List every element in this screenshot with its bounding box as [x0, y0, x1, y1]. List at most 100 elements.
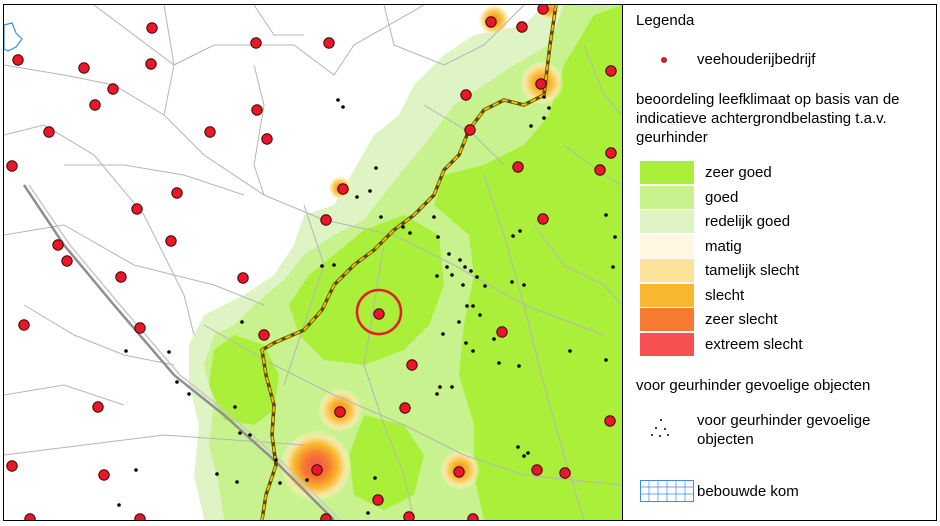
main-road: [22, 184, 335, 520]
sensitive-object-marker: [238, 431, 242, 435]
sensitive-object-marker: [542, 116, 546, 120]
farm-marker[interactable]: [24, 513, 36, 520]
sensitive-object-marker: [336, 98, 340, 102]
farm-marker[interactable]: [337, 183, 349, 195]
farm-marker[interactable]: [145, 58, 157, 70]
sensitive-object-marker: [604, 213, 608, 217]
legend-class-label: redelijk goed: [705, 213, 791, 230]
farms-layer: [6, 5, 617, 520]
farm-marker[interactable]: [535, 78, 547, 90]
legend-sensitive-label: voor geurhinder gevoelige objecten: [697, 412, 871, 448]
farm-marker[interactable]: [18, 319, 30, 331]
farm-marker[interactable]: [512, 161, 524, 173]
sensitive-object-marker: [438, 385, 442, 389]
farm-marker[interactable]: [406, 359, 418, 371]
sensitive-object-marker: [175, 380, 179, 384]
sensitive-object-marker: [471, 304, 475, 308]
farm-marker[interactable]: [12, 54, 24, 66]
sensitive-object-marker: [187, 392, 191, 396]
legend-class-label: tamelijk slecht: [705, 262, 800, 279]
sensitive-object-symbol-icon: [651, 419, 669, 437]
farm-marker[interactable]: [52, 239, 64, 251]
farm-marker[interactable]: [89, 99, 101, 111]
sensitive-object-marker: [568, 349, 572, 353]
farm-marker[interactable]: [61, 255, 73, 267]
sensitive-object-marker: [436, 235, 440, 239]
farm-marker[interactable]: [485, 16, 497, 28]
legend-swatch: [640, 332, 694, 356]
legend-panel: Legenda veehouderijbedrijf beoordeling l…: [623, 5, 936, 520]
farm-marker[interactable]: [6, 460, 18, 472]
farm-marker[interactable]: [320, 513, 332, 520]
legend-swatch: [640, 234, 694, 258]
sensitive-object-marker: [432, 215, 436, 219]
sensitive-object-marker: [374, 166, 378, 170]
sensitive-object-marker: [483, 284, 487, 288]
farm-marker[interactable]: [251, 104, 263, 116]
sensitive-object-marker: [274, 458, 278, 462]
farm-marker[interactable]: [604, 415, 616, 427]
farm-marker[interactable]: [372, 494, 384, 506]
farm-marker[interactable]: [92, 401, 104, 413]
farm-marker[interactable]: [258, 329, 270, 341]
farm-marker[interactable]: [403, 511, 415, 520]
farm-marker[interactable]: [559, 467, 571, 479]
farm-marker[interactable]: [78, 62, 90, 74]
farm-marker[interactable]: [537, 5, 549, 15]
farm-marker[interactable]: [98, 469, 110, 481]
legend-swatch: [640, 308, 694, 331]
farm-marker[interactable]: [204, 126, 216, 138]
legend-rating-heading: beoordeling leefklimaat op basis van de …: [636, 91, 900, 146]
legend-class-label: zeer goed: [705, 164, 772, 181]
farm-symbol-icon: [661, 57, 667, 63]
sensitive-object-marker: [401, 225, 405, 229]
sensitive-object-marker: [475, 275, 479, 279]
farm-marker[interactable]: [594, 164, 606, 176]
sensitive-object-marker: [117, 503, 121, 507]
farm-marker[interactable]: [373, 308, 385, 320]
farm-marker[interactable]: [496, 326, 508, 338]
farm-marker[interactable]: [165, 235, 177, 247]
farm-marker[interactable]: [467, 513, 479, 520]
sensitive-object-marker: [497, 361, 501, 365]
farm-marker[interactable]: [311, 464, 323, 476]
farm-marker[interactable]: [460, 89, 472, 101]
farm-marker[interactable]: [464, 124, 476, 136]
farm-marker[interactable]: [146, 22, 158, 34]
farm-marker[interactable]: [531, 464, 543, 476]
farm-marker[interactable]: [43, 126, 55, 138]
farm-marker[interactable]: [6, 160, 18, 172]
sensitive-object-marker: [526, 451, 530, 455]
sensitive-object-marker: [461, 283, 465, 287]
farm-marker[interactable]: [399, 402, 411, 414]
farm-marker[interactable]: [134, 513, 146, 520]
farm-marker[interactable]: [453, 466, 465, 478]
farm-marker[interactable]: [261, 133, 273, 145]
sensitive-object-marker: [445, 265, 449, 269]
farm-marker[interactable]: [320, 214, 332, 226]
legend-swatch: [640, 185, 694, 209]
farm-marker[interactable]: [537, 213, 549, 225]
farm-marker[interactable]: [134, 322, 146, 334]
sensitive-objects-layer: [117, 95, 617, 515]
map-panel[interactable]: [4, 5, 623, 520]
farm-marker[interactable]: [107, 83, 119, 95]
farm-marker[interactable]: [237, 272, 249, 284]
sensitive-object-marker: [450, 385, 454, 389]
sensitive-object-marker: [522, 283, 526, 287]
farm-marker[interactable]: [605, 65, 617, 77]
built-up-area: [4, 22, 23, 52]
farm-marker[interactable]: [334, 406, 346, 418]
farm-marker[interactable]: [115, 271, 127, 283]
sensitive-object-marker: [379, 215, 383, 219]
legend-class-label: extreem slecht: [705, 335, 803, 353]
farm-marker[interactable]: [250, 37, 262, 49]
farm-marker[interactable]: [131, 203, 143, 215]
sensitive-object-marker: [435, 392, 439, 396]
farm-marker[interactable]: [171, 187, 183, 199]
municipal-boundary: [260, 5, 557, 520]
sensitive-object-marker: [366, 511, 370, 515]
farm-marker[interactable]: [323, 37, 335, 49]
farm-marker[interactable]: [516, 21, 528, 33]
farm-marker[interactable]: [605, 147, 617, 159]
